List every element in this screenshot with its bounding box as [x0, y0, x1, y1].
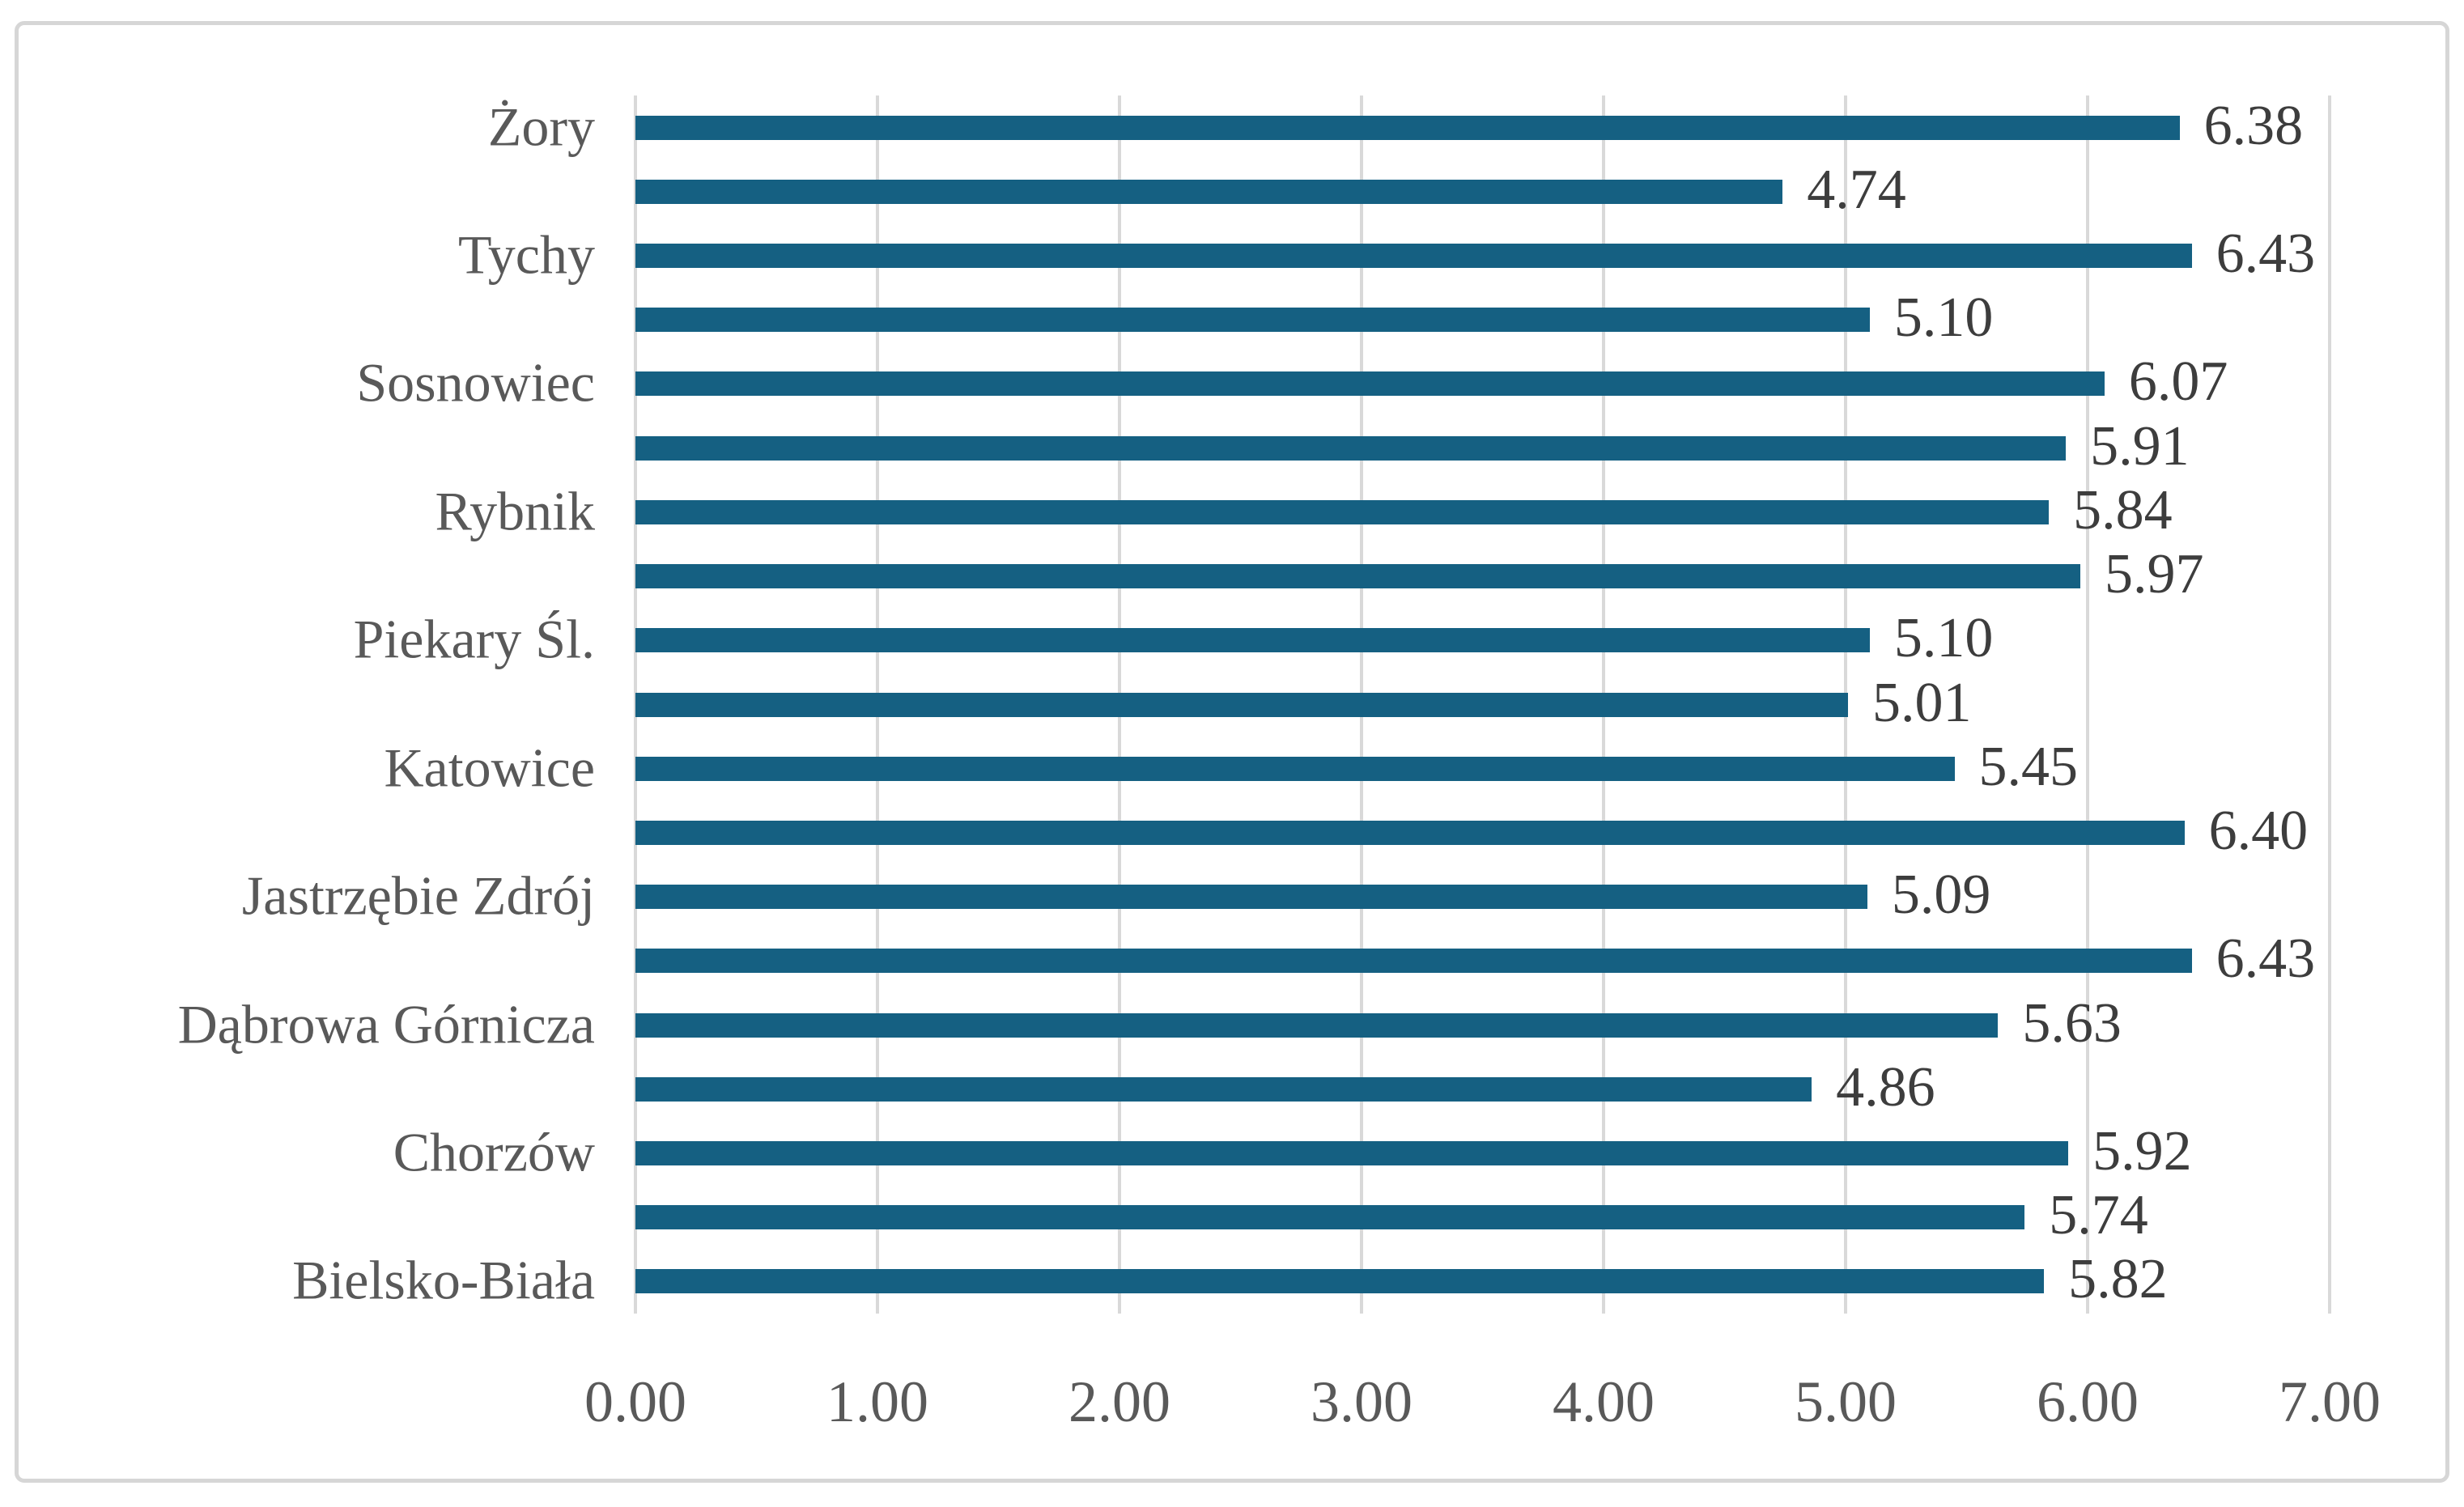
category-label: Rybnik [435, 480, 595, 542]
value-label: 6.07 [2128, 350, 2228, 414]
bar [635, 820, 2185, 845]
value-label: 5.84 [2073, 478, 2173, 541]
category-axis: Żory Tychy Sosnowiec Rybnik Piekary Śl. Katow… [24, 96, 595, 1314]
bar [635, 435, 2067, 461]
x-tick-label: 0.00 [584, 1369, 686, 1434]
value-label: 6.43 [2215, 222, 2316, 285]
value-label: 5.45 [1978, 735, 2079, 798]
plot-area: 6.38 4.74 6.43 5.10 6.07 5.91 5.84 5.97 5.10 5.01… [634, 94, 2331, 1314]
bar [635, 1076, 1812, 1102]
bar [635, 1012, 1999, 1038]
value-label: 5.97 [2105, 542, 2204, 605]
x-tick-label: 1.00 [826, 1369, 928, 1434]
value-label: 6.40 [2208, 799, 2309, 862]
bar [635, 499, 2050, 524]
gridline [2086, 96, 2089, 1314]
value-label: 4.86 [1836, 1055, 1935, 1119]
value-label: 5.91 [2090, 414, 2190, 478]
value-label: 5.10 [1893, 607, 1994, 670]
bar [635, 692, 1848, 717]
bar [635, 1269, 2045, 1294]
bar [635, 628, 1870, 653]
bar [635, 179, 1783, 204]
category-label: Jastrzębie Zdrój [241, 864, 595, 927]
bar [635, 115, 2180, 140]
value-label: 5.10 [1893, 287, 1994, 350]
gridline [2328, 96, 2331, 1314]
category-label: Chorzów [393, 1121, 595, 1183]
x-tick-label: 5.00 [1795, 1369, 1897, 1434]
category-label: Katowice [384, 737, 595, 799]
value-label: 6.43 [2215, 928, 2316, 991]
category-label: Żory [487, 96, 595, 158]
category-label: Bielsko-Biała [292, 1250, 595, 1312]
bar [635, 308, 1870, 333]
value-label: 5.82 [2068, 1248, 2168, 1311]
bar [635, 949, 2192, 974]
bar [635, 885, 1867, 910]
x-tick-label: 7.00 [2279, 1369, 2381, 1434]
value-label: 5.01 [1871, 671, 1972, 734]
x-tick-label: 3.00 [1311, 1369, 1413, 1434]
value-label: 5.63 [2022, 991, 2122, 1055]
value-label: 5.92 [2092, 1119, 2192, 1182]
value-axis: 0.00 1.00 2.00 3.00 4.00 5.00 6.00 7.00 [584, 1361, 2381, 1442]
value-label: 5.74 [2049, 1184, 2148, 1247]
value-label: 6.38 [2203, 94, 2304, 157]
category-label: Tychy [458, 223, 595, 286]
value-label: 4.74 [1807, 158, 1906, 221]
x-tick-label: 6.00 [2037, 1369, 2139, 1434]
x-tick-label: 2.00 [1068, 1369, 1170, 1434]
bar [635, 564, 2081, 589]
category-label: Sosnowiec [356, 352, 595, 414]
value-label: 5.09 [1891, 864, 1991, 927]
bar [635, 244, 2192, 269]
bar [635, 371, 2105, 397]
bar [635, 1205, 2025, 1230]
x-tick-label: 4.00 [1553, 1369, 1655, 1434]
category-label: Piekary Śl. [353, 608, 595, 670]
category-label: Dąbrowa Górnicza [177, 993, 595, 1055]
bar [635, 756, 1955, 781]
bar [635, 1140, 2069, 1165]
